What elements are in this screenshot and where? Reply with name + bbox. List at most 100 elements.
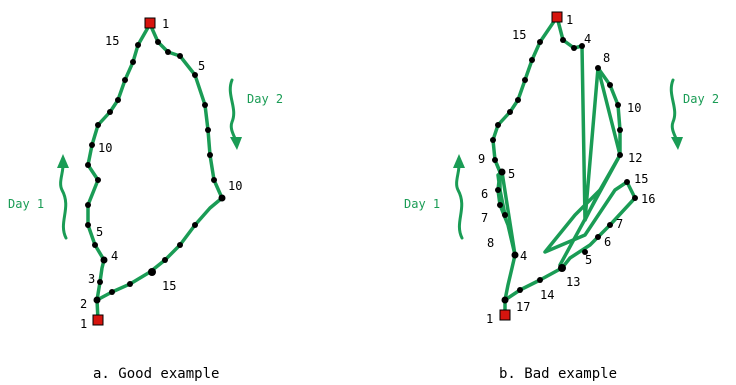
- stop-dot: [498, 168, 506, 176]
- stop-label: 1: [566, 13, 573, 27]
- stop-label: 1: [80, 317, 87, 331]
- stop-dot: [89, 142, 95, 148]
- stop-label: 5: [198, 59, 205, 73]
- stop-label: 4: [520, 249, 527, 263]
- stop-label: 5: [96, 225, 103, 239]
- stop-dot: [502, 212, 508, 218]
- stop-dot: [522, 77, 528, 83]
- stop-dot: [211, 177, 217, 183]
- day-1-arrowhead: [57, 154, 69, 168]
- stop-dot: [192, 222, 198, 228]
- stop-dot: [607, 222, 613, 228]
- panel-b-caption: b. Bad example: [499, 366, 617, 382]
- stop-dot: [130, 59, 136, 65]
- stop-label: 17: [516, 300, 530, 314]
- stop-label: 3: [88, 272, 95, 286]
- stop-label: 13: [566, 275, 580, 289]
- day-2-arrow: [228, 78, 238, 144]
- stop-dot: [127, 281, 133, 287]
- start-marker: [144, 17, 156, 29]
- stop-dot: [511, 251, 519, 259]
- stop-label: 15: [105, 34, 119, 48]
- panel-a-caption: a. Good example: [93, 366, 219, 382]
- stop-dot: [582, 249, 588, 255]
- stop-dot: [492, 157, 498, 163]
- panel-b-route-day2: [503, 44, 637, 302]
- day-2-arrowhead: [230, 137, 242, 150]
- stop-label: 8: [603, 51, 610, 65]
- stop-dot: [92, 242, 98, 248]
- stop-label: 5: [508, 167, 515, 181]
- stop-dot: [495, 187, 501, 193]
- stop-label: 2: [80, 297, 87, 311]
- day-1-label: Day 1: [8, 197, 44, 211]
- stop-dot: [560, 37, 566, 43]
- stop-dot: [497, 202, 503, 208]
- stop-dot: [85, 202, 91, 208]
- stop-label: 15: [512, 28, 526, 42]
- stop-label: 6: [604, 235, 611, 249]
- stop-label: 7: [616, 217, 623, 231]
- stop-dot: [205, 127, 211, 133]
- stop-label: 14: [540, 288, 554, 302]
- stop-label: 16: [641, 192, 655, 206]
- stop-label: 4: [584, 32, 591, 46]
- stop-label: 8: [487, 236, 494, 250]
- stop-dot: [177, 53, 183, 59]
- day-1-arrow: [455, 160, 464, 240]
- stop-label: 12: [628, 151, 642, 165]
- end-marker: [92, 314, 104, 326]
- stop-dot: [495, 122, 501, 128]
- day-2-arrow: [669, 78, 679, 144]
- stop-dot: [501, 296, 509, 304]
- stop-dot: [202, 102, 208, 108]
- stop-dot: [490, 137, 496, 143]
- stop-dot: [571, 45, 577, 51]
- stop-label: 10: [627, 101, 641, 115]
- stop-dot: [85, 222, 91, 228]
- day-1-arrowhead: [453, 154, 465, 168]
- stop-dot: [192, 72, 198, 78]
- day-2-arrowhead: [671, 137, 683, 150]
- stop-dot: [95, 122, 101, 128]
- panel-b-stops: [490, 37, 638, 304]
- stop-dot: [100, 256, 108, 264]
- stop-dot: [148, 268, 156, 276]
- stop-label: 15: [634, 172, 648, 186]
- stop-dot: [115, 97, 121, 103]
- stop-label: 5: [585, 253, 592, 267]
- stop-dot: [177, 242, 183, 248]
- stop-label: 1: [486, 312, 493, 326]
- stop-label: 7: [481, 211, 488, 225]
- stop-dot: [595, 65, 601, 71]
- stop-dot: [135, 42, 141, 48]
- stop-dot: [97, 279, 103, 285]
- stop-dot: [207, 152, 213, 158]
- start-marker: [551, 11, 563, 23]
- panel-b-route-extra: [558, 66, 622, 267]
- panel-b-bad-example: 1 15 4 8 10 9 5 6 7 8 4 12 15 16 7 6 5 1…: [404, 11, 719, 382]
- stop-label: 9: [478, 152, 485, 166]
- panel-b-route-day1: [491, 15, 584, 320]
- stop-label: 4: [111, 249, 118, 263]
- day-1-arrow: [59, 160, 68, 240]
- stop-dot: [607, 82, 613, 88]
- day-2-label: Day 2: [683, 92, 719, 106]
- stop-label: 10: [98, 141, 112, 155]
- day-1-label: Day 1: [404, 197, 440, 211]
- stop-dot: [617, 127, 623, 133]
- stop-dot: [218, 194, 226, 202]
- day-2-label: Day 2: [247, 92, 283, 106]
- stop-dot: [537, 277, 543, 283]
- stop-dot: [155, 39, 161, 45]
- stop-dot: [632, 195, 638, 201]
- stop-dot: [162, 257, 168, 263]
- stop-dot: [537, 39, 543, 45]
- stop-label: 1: [162, 17, 169, 31]
- stop-dot: [85, 162, 91, 168]
- panel-a-stops: [85, 39, 226, 304]
- stop-dot: [109, 289, 115, 295]
- stop-dot: [95, 177, 101, 183]
- stop-dot: [122, 77, 128, 83]
- stop-dot: [624, 179, 630, 185]
